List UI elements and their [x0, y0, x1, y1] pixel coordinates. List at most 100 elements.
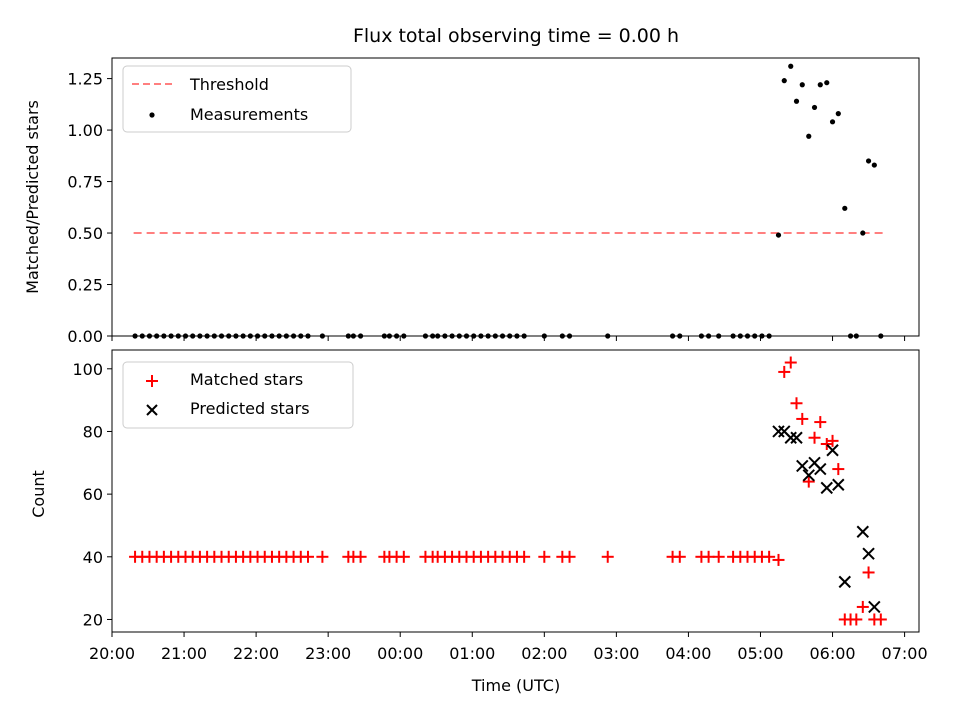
- matched-star-point: [784, 356, 797, 369]
- top-plot-marks: [132, 63, 884, 339]
- bottom-x-tick-label: 02:00: [521, 644, 567, 663]
- bottom-axes-frame: [111, 349, 920, 633]
- measurement-point: [793, 98, 800, 104]
- bottom-x-tick-label: 21:00: [161, 644, 207, 663]
- bottom-y-tick-label: 100: [72, 360, 103, 379]
- matched-star-point: [874, 613, 887, 626]
- predicted-star-point: [784, 431, 797, 444]
- matched-star-point: [316, 550, 329, 563]
- legend-predicted-label: Predicted stars: [190, 399, 310, 418]
- bottom-x-ticks: 20:00 21:00 22:00 23:00 00:00 01:00 02:00 03:00…: [89, 632, 928, 663]
- matched-star-point: [832, 463, 845, 476]
- bottom-x-tick-label: 20:00: [89, 644, 135, 663]
- predicted-star-point: [814, 462, 827, 476]
- legend-matched-swatch: [146, 375, 158, 387]
- measurement-point: [781, 78, 787, 84]
- matched-star-point: [712, 550, 725, 563]
- matched-star-point: [850, 613, 863, 626]
- measurement-point: [775, 232, 782, 238]
- top-y-tick-label: 0.75: [67, 173, 103, 192]
- matched-star-point: [778, 365, 791, 378]
- bottom-legend-box: [122, 361, 354, 429]
- measurement-point: [860, 230, 866, 236]
- bottom-x-tick-label: 04:00: [665, 644, 711, 663]
- matched-star-point: [538, 550, 551, 563]
- matched-star-point: [354, 550, 367, 563]
- predicted-star-point: [832, 478, 845, 491]
- matched-star-point: [862, 566, 875, 579]
- predicted-star-point: [790, 431, 803, 444]
- predicted-star-point: [826, 444, 839, 457]
- predicted-star-point: [820, 481, 833, 495]
- measurement-point: [835, 111, 841, 117]
- bottom-x-tick-label: 01:00: [449, 644, 495, 663]
- bottom-x-tick-label: 07:00: [882, 644, 928, 663]
- top-y-tick-label: 0.50: [67, 224, 103, 243]
- matched-star-point: [702, 550, 715, 563]
- top-y-tick-label: 0.25: [67, 276, 103, 295]
- matched-star-point: [796, 412, 809, 425]
- top-y-tick-label: 1.00: [67, 121, 103, 140]
- measurement-point: [799, 82, 805, 88]
- bottom-y-tick-label: 40: [83, 548, 103, 567]
- matched-star-point: [563, 550, 576, 563]
- matched-star-point: [301, 550, 314, 563]
- bottom-x-tick-label: 03:00: [593, 644, 639, 663]
- matched-star-point: [673, 550, 686, 563]
- bottom-y-tick-label: 80: [83, 422, 103, 441]
- matched-star-point: [397, 550, 410, 563]
- predicted-star-point: [802, 469, 815, 482]
- measurement-point: [811, 104, 818, 111]
- measurement-point: [829, 119, 836, 125]
- bottom-y-axis-label: Count: [29, 470, 48, 518]
- predicted-star-point: [796, 459, 809, 473]
- matched-star-point: [802, 475, 815, 488]
- top-y-ticks: 0.00 0.25 0.50 0.75 1.00 1.25: [67, 70, 112, 346]
- bottom-x-tick-label: 22:00: [233, 644, 279, 663]
- top-panel: Flux total observing time = 0.00 h Match…: [23, 25, 920, 346]
- matched-star-point: [808, 431, 821, 444]
- measurement-point: [842, 205, 848, 211]
- top-y-tick-label: 0.00: [67, 327, 103, 346]
- top-y-axis-label: Matched/Predicted stars: [23, 100, 42, 294]
- matched-star-point: [856, 600, 869, 613]
- matched-star-point: [772, 553, 785, 566]
- measurement-point: [817, 82, 823, 88]
- predicted-star-point: [772, 425, 785, 438]
- bottom-y-tick-label: 60: [83, 485, 103, 504]
- bottom-x-tick-label: 00:00: [377, 644, 423, 663]
- measurement-point: [824, 80, 830, 86]
- bottom-x-tick-label: 23:00: [305, 644, 351, 663]
- legend-measurements-label: Measurements: [190, 105, 308, 124]
- measurement-point: [806, 133, 812, 139]
- matched-star-point: [518, 550, 531, 563]
- predicted-star-point: [868, 600, 881, 614]
- legend-threshold-label: Threshold: [189, 75, 269, 94]
- bottom-y-tick-label: 20: [83, 610, 103, 629]
- predicted-star-point: [862, 547, 875, 560]
- top-chart-title: Flux total observing time = 0.00 h: [353, 25, 679, 47]
- bottom-plot-marks: [129, 356, 887, 626]
- matched-star-point: [601, 550, 614, 563]
- measurement-point: [865, 158, 872, 164]
- measurement-point: [788, 63, 794, 69]
- matched-star-point: [790, 397, 803, 410]
- bottom-x-tick-label: 06:00: [809, 644, 855, 663]
- matched-star-point: [826, 434, 839, 447]
- predicted-star-point: [838, 575, 851, 589]
- legend-matched-label: Matched stars: [190, 370, 303, 389]
- bottom-legend: Matched stars Predicted stars: [122, 361, 354, 429]
- bottom-x-axis-label: Time (UTC): [471, 676, 560, 695]
- bottom-x-tick-label: 05:00: [737, 644, 783, 663]
- top-legend: Threshold Measurements: [122, 65, 352, 133]
- top-y-tick-label: 1.25: [67, 70, 103, 89]
- predicted-star-point: [856, 525, 870, 538]
- bottom-y-ticks: 20 40 60 80 100: [72, 360, 112, 629]
- matched-star-point: [763, 550, 776, 563]
- top-axes-frame: [111, 57, 920, 337]
- measurement-point: [871, 162, 877, 168]
- legend-predicted-swatch: [146, 404, 158, 416]
- legend-measurements-swatch: [149, 112, 155, 118]
